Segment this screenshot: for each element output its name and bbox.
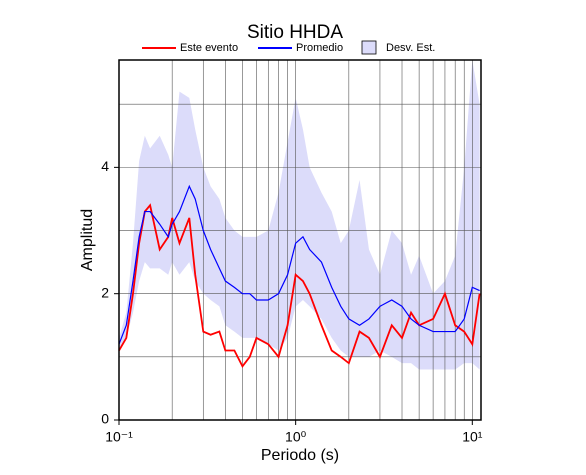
x-tick-label: 10⁻¹	[105, 429, 133, 445]
legend-label: Desv. Est.	[386, 42, 435, 54]
x-tick-label: 10⁰	[285, 429, 307, 445]
std-band	[119, 60, 480, 370]
x-axis-label: Periodo (s)	[261, 447, 339, 464]
y-tick-label: 4	[101, 158, 109, 174]
legend-label: Este evento	[180, 42, 238, 54]
legend-swatch	[361, 40, 377, 55]
chart-title: Sitio HHDA	[247, 22, 343, 43]
y-tick-label: 2	[101, 284, 109, 300]
x-tick-label: 10¹	[462, 429, 483, 445]
plot-frame	[118, 59, 482, 421]
y-axis-label: Amplitud	[79, 209, 96, 271]
y-tick-label: 0	[101, 411, 109, 427]
legend-label: Promedio	[296, 42, 343, 54]
series-line	[118, 184, 480, 345]
